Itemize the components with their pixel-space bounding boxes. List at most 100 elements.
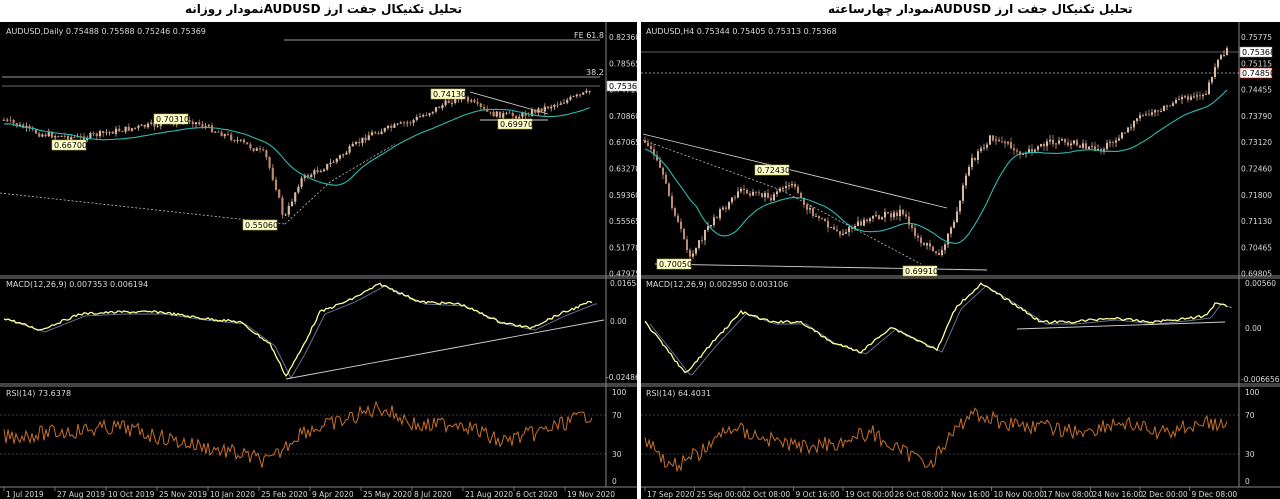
candle	[677, 215, 679, 222]
candle	[737, 191, 739, 198]
time-tick-label: 19 Nov 2020	[567, 490, 615, 499]
candle	[351, 143, 354, 147]
price-tick: 0.70860	[609, 112, 637, 121]
candle	[150, 122, 153, 124]
candle	[514, 115, 518, 119]
candle	[559, 103, 562, 105]
daily-time-axis: 1 Jul 2019 27 Aug 2019 10 Oct 2019 25 Nov 2…	[3, 487, 615, 499]
candle	[310, 174, 313, 178]
candle	[821, 218, 823, 220]
candle	[354, 142, 358, 144]
price-tick: 0.75775	[1241, 33, 1272, 42]
h4-rsi-line	[644, 407, 1228, 473]
candle	[121, 131, 124, 132]
candle	[743, 188, 745, 190]
h4-rsi-30: 30	[1245, 450, 1255, 459]
candle	[553, 104, 556, 107]
candle	[134, 127, 137, 129]
candle	[1127, 127, 1129, 133]
daily-rsi-label: RSI(14) 73.6378	[6, 389, 71, 398]
candle	[98, 131, 102, 137]
time-tick-label: 10 Oct 2019	[108, 490, 155, 499]
candle	[779, 188, 781, 192]
candle	[473, 100, 476, 103]
candle	[479, 103, 482, 107]
candle	[965, 175, 967, 186]
candle	[508, 112, 511, 114]
daily-annotation-70310: 0.70310	[153, 113, 189, 125]
candle	[785, 186, 787, 189]
candle	[329, 162, 332, 164]
candle	[105, 132, 108, 134]
candle	[290, 201, 294, 206]
candle	[236, 140, 239, 142]
candle	[534, 110, 537, 113]
candle	[207, 125, 210, 127]
candle	[1037, 146, 1039, 150]
candle	[1043, 144, 1045, 147]
svg-text:0.75368: 0.75368	[1242, 48, 1275, 57]
candle	[287, 205, 290, 215]
candle	[450, 102, 454, 104]
candle	[1010, 142, 1012, 149]
daily-chart[interactable]: AUDUSD,Daily 0.75488 0.75588 0.75246 0.7…	[0, 22, 637, 499]
candle	[920, 237, 922, 244]
candle	[18, 124, 22, 126]
candle	[233, 140, 236, 142]
candle	[306, 175, 310, 178]
candle	[935, 251, 937, 254]
candle	[505, 112, 508, 114]
candle	[728, 202, 730, 209]
time-tick-label: 10 Jan 2020	[210, 490, 255, 499]
svg-text:0.70050: 0.70050	[659, 260, 692, 269]
candle	[1115, 140, 1117, 143]
candle	[1031, 149, 1033, 152]
candle	[1124, 132, 1126, 134]
candle	[322, 169, 326, 172]
candle	[252, 148, 255, 151]
candle	[692, 253, 694, 257]
daily-annotation-74130: 0.74130	[430, 88, 466, 100]
candle	[794, 184, 796, 187]
candle	[521, 112, 524, 117]
daily-price-axis: 0.823600.785650.747100.708600.670650.632…	[609, 33, 637, 279]
candle	[812, 208, 814, 217]
candle	[749, 193, 751, 196]
h4-annotation-69910: 0.69910	[902, 265, 938, 277]
candle	[63, 135, 66, 137]
time-tick-label: 2 Dec 00:00	[1142, 490, 1188, 499]
time-tick-label: 27 Aug 2019	[57, 490, 105, 499]
candle	[875, 215, 877, 216]
candle	[498, 111, 502, 118]
candle	[1139, 115, 1141, 119]
candle	[1004, 141, 1006, 144]
left-title: تحلیل تکنیکال جفت ارز AUDUSDنمودار روزان…	[185, 2, 463, 16]
candle	[1091, 146, 1093, 148]
candle	[527, 115, 530, 117]
h4-chart[interactable]: AUDUSD,H4 0.75344 0.75405 0.75313 0.7536…	[641, 22, 1280, 499]
candle	[303, 175, 306, 179]
candle	[454, 96, 457, 103]
time-tick-label: 8 Jul 2020	[414, 490, 452, 499]
candle	[992, 135, 994, 141]
candle	[710, 225, 712, 227]
price-tick: 0.67065	[609, 138, 637, 147]
candle	[878, 215, 880, 220]
candle	[911, 224, 913, 228]
candle	[884, 212, 886, 218]
candle	[668, 183, 670, 196]
candle	[869, 218, 871, 222]
candle	[34, 129, 38, 134]
candle	[1112, 142, 1114, 143]
h4-time-axis: 17 Sep 2020 25 Sep 00:00 2 Oct 08:00 9 Oct …	[644, 487, 1237, 499]
candle	[492, 111, 495, 117]
candle	[1211, 76, 1213, 83]
candle	[1052, 139, 1054, 145]
svg-text:0.55060: 0.55060	[245, 221, 278, 230]
candle	[294, 192, 297, 202]
candle	[851, 227, 853, 229]
time-tick-label: 25 Nov 2019	[159, 490, 207, 499]
h4-macd-axis-zero: 0.00	[1245, 324, 1262, 333]
candle	[845, 232, 847, 234]
price-tick: 0.72460	[1241, 165, 1272, 174]
